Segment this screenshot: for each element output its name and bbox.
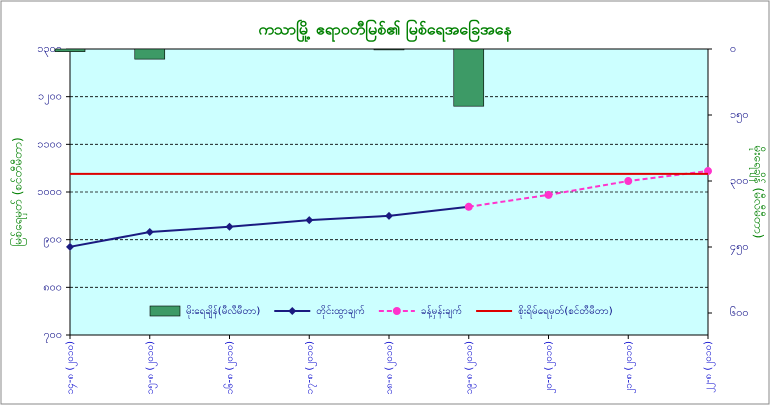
bar bbox=[134, 48, 166, 60]
point bbox=[145, 228, 154, 237]
y2-tick-label: ၆၀၀ bbox=[730, 306, 749, 319]
legend-label: မိုးရေချိန်(မီလီမီတာ) bbox=[186, 304, 260, 319]
y-tick-label: ၉၀၀ bbox=[43, 233, 62, 248]
x-tick-label: ၁၄-၈ (၂၀၁၀) bbox=[65, 341, 78, 394]
legend-label: တိုင်းထွာချက် bbox=[316, 304, 365, 319]
y-tick-label: ၁၁၀၀ bbox=[37, 137, 62, 150]
x-tick-label: ၁၇-၈ (၂၀၁၀) bbox=[304, 341, 317, 394]
x-tick-label: ၁၅-၈ (၂၀၁၀) bbox=[145, 341, 158, 394]
line bbox=[468, 170, 709, 208]
x-tick-label: ၂၀-၈ (၂၀၁၀) bbox=[544, 341, 557, 394]
point bbox=[225, 222, 234, 231]
point bbox=[66, 242, 74, 251]
x-tick-label: ၁၆-၈ (၂၀၁၀) bbox=[223, 341, 238, 394]
x-tick-label: ၁၉-၈ (၂၀၁၀) bbox=[464, 341, 477, 394]
point bbox=[464, 202, 473, 211]
legend-marker bbox=[288, 307, 297, 315]
y-tick-label: ၇၀၀ bbox=[43, 328, 62, 343]
x-tick-label: ၂၂-၈ (၂၀၁၀) bbox=[703, 341, 716, 393]
y2-tick-label: ၄၅၀ bbox=[730, 240, 749, 255]
point bbox=[305, 216, 314, 225]
point bbox=[385, 211, 393, 220]
y2-tick-label: ၀ bbox=[730, 42, 736, 55]
point bbox=[624, 177, 633, 186]
bar bbox=[453, 48, 485, 107]
bar bbox=[54, 48, 86, 52]
legend-swatch bbox=[149, 305, 181, 317]
y-tick-label: ၁၂၀၀ bbox=[38, 90, 62, 105]
y2-tick-label: ၁၅၀ bbox=[730, 108, 749, 123]
y-tick-label: ၈၀၀ bbox=[43, 280, 62, 293]
bar bbox=[373, 48, 405, 51]
x-tick-label: ၂၁-၈ (၂၀၁၀) bbox=[623, 341, 636, 394]
point bbox=[544, 190, 553, 199]
y2-axis-title: မိုးရေချိန် (မီလီမီတာ) bbox=[749, 146, 767, 239]
y-tick-label: ၁၀၀၀ bbox=[37, 185, 62, 198]
line bbox=[69, 205, 469, 248]
legend-label: စိုးရိမ်ရေမှတ်(စင်တီမီတာ) bbox=[518, 304, 613, 319]
x-tick-label: ၁၈-၈ (၂၀၁၀) bbox=[384, 341, 397, 395]
y2-tick-label: ၃၀၀ bbox=[730, 174, 749, 189]
y-axis-title: မြစ်ရေမှတ် (စင်တီမီတာ) bbox=[9, 137, 28, 246]
legend-label: ခန့်မှန်းချက် bbox=[421, 304, 462, 319]
y-tick-label: ၁၃၀၀ bbox=[37, 42, 62, 57]
legend-marker bbox=[392, 307, 401, 315]
